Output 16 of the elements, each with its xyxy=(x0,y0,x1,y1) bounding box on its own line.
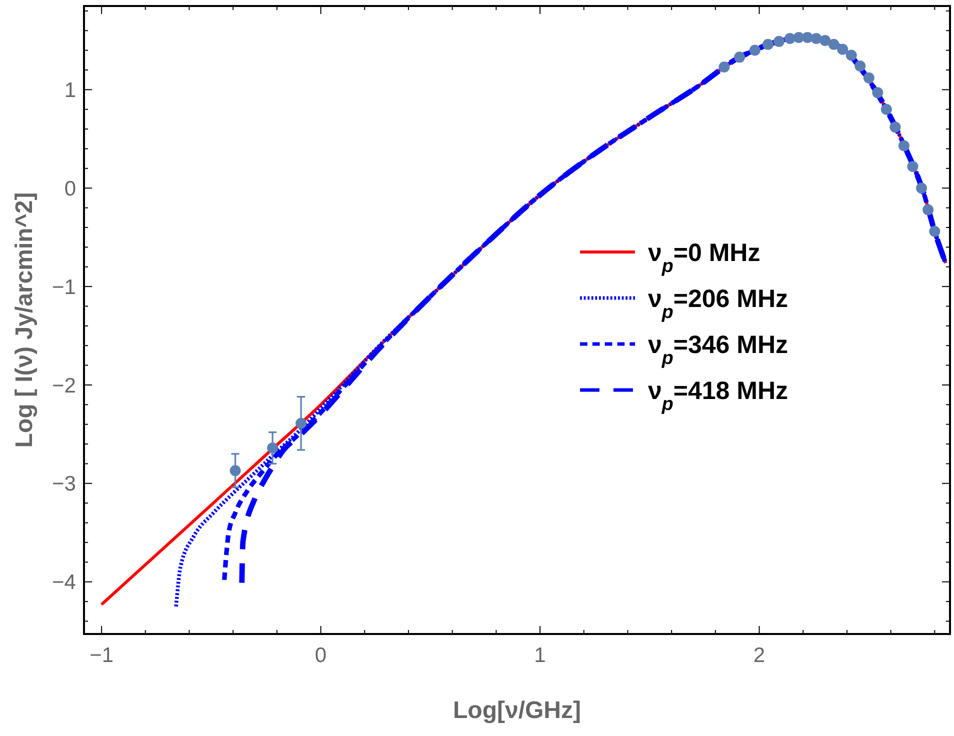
y-tick-label: −4 xyxy=(52,571,76,594)
x-tick-label: 0 xyxy=(314,644,327,667)
x-tick-label: 2 xyxy=(753,644,766,667)
y-axis-title: Log [ I(ν) Jy/arcmin^2] xyxy=(11,192,38,448)
y-tick-label: −1 xyxy=(52,276,76,299)
x-tick-label: 1 xyxy=(534,644,546,667)
legend-label: ν$_{p}$=0 MHz xyxy=(648,238,760,276)
legend-label: ν$_{p}$=418 MHz xyxy=(648,376,788,414)
y-tick-label: 0 xyxy=(64,177,76,200)
x-axis-title: Log[ν/GHz] xyxy=(453,697,581,724)
legend-label: ν$_{p}$=206 MHz xyxy=(648,284,788,322)
y-tick-label: 1 xyxy=(64,79,76,102)
x-tick-label: −1 xyxy=(90,644,114,667)
legend-label: ν$_{p}$=346 MHz xyxy=(648,330,788,368)
y-tick-label: −3 xyxy=(52,472,76,496)
y-tick-label: −2 xyxy=(52,374,76,398)
